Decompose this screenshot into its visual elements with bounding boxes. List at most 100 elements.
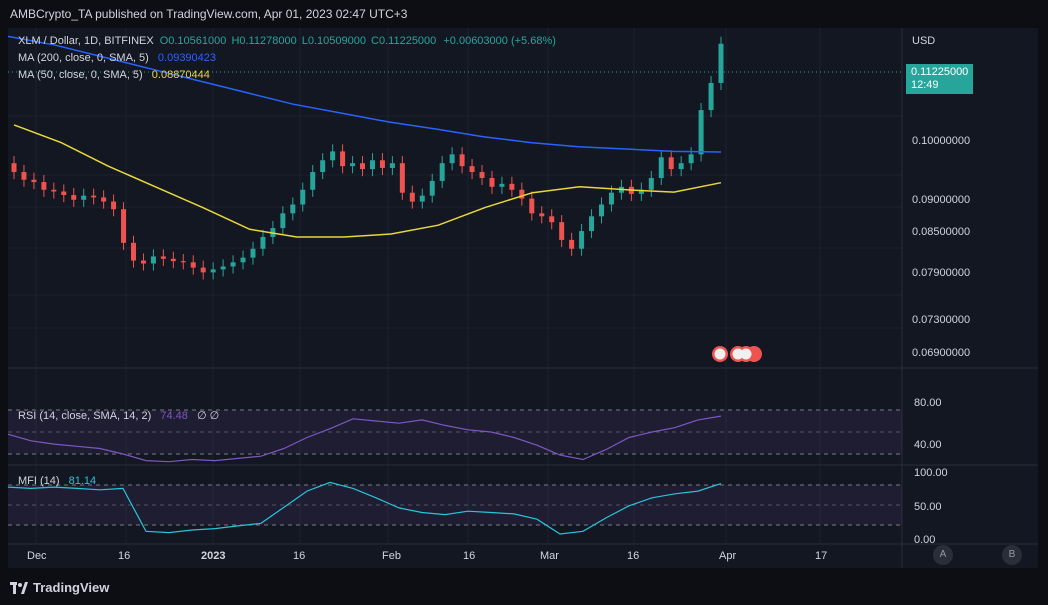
candle-body[interactable] xyxy=(21,172,27,180)
candle-body[interactable] xyxy=(459,154,465,167)
candle-body[interactable] xyxy=(121,209,127,243)
rsi-legend[interactable]: RSI (14, close, SMA, 14, 2) 74.48 ∅ ∅ xyxy=(18,409,225,422)
candle-body[interactable] xyxy=(190,262,196,268)
candle-body[interactable] xyxy=(519,189,525,199)
candle-body[interactable] xyxy=(409,192,415,202)
mfi-line[interactable] xyxy=(7,481,722,535)
candle-body[interactable] xyxy=(140,260,146,264)
mfi-legend[interactable]: MFI (14) 81.14 xyxy=(18,475,102,487)
candle-body[interactable] xyxy=(499,183,505,187)
candle-body[interactable] xyxy=(150,256,156,264)
candle-body[interactable] xyxy=(350,163,356,167)
candle-body[interactable] xyxy=(320,160,326,173)
rsi-legend-label[interactable]: RSI (14, close, SMA, 14, 2) xyxy=(18,410,152,422)
candle-body[interactable] xyxy=(250,248,256,258)
candle-body[interactable] xyxy=(11,163,17,173)
candle-body[interactable] xyxy=(210,269,216,273)
candle-body[interactable] xyxy=(658,157,664,178)
candle-body[interactable] xyxy=(130,242,136,261)
candle-body[interactable] xyxy=(559,222,565,240)
candle-body[interactable] xyxy=(569,239,575,249)
candle-body[interactable] xyxy=(230,262,236,267)
candle-body[interactable] xyxy=(539,213,545,217)
candle-body[interactable] xyxy=(360,163,366,170)
candle-body[interactable] xyxy=(579,231,585,249)
candle-body[interactable] xyxy=(549,216,555,223)
time-tick: 16 xyxy=(627,550,639,562)
candle-body[interactable] xyxy=(200,267,206,273)
event-flags[interactable] xyxy=(712,346,762,362)
candle-body[interactable] xyxy=(81,195,87,200)
candle-body[interactable] xyxy=(41,182,47,190)
candle-body[interactable] xyxy=(439,163,445,181)
candle-body[interactable] xyxy=(589,216,595,232)
ma200-legend-label[interactable]: MA (200, close, 0, SMA, 5) xyxy=(18,52,149,64)
candle-body[interactable] xyxy=(31,179,37,183)
candle-body[interactable] xyxy=(379,160,385,168)
candle-body[interactable] xyxy=(180,261,186,263)
candle-body[interactable] xyxy=(91,195,97,198)
price-chart-svg[interactable]: USD 0.10000000 0.09000000 0.08500000 0.0… xyxy=(7,28,1038,568)
candle-body[interactable] xyxy=(399,163,405,193)
candle-body[interactable] xyxy=(509,183,515,190)
candle-body[interactable] xyxy=(170,258,176,262)
main-legend[interactable]: XLM / Dollar, 1D, BITFINEX O0.10561000 H0… xyxy=(18,35,562,47)
candle-body[interactable] xyxy=(529,198,535,214)
flag-inner xyxy=(732,348,744,360)
candle-body[interactable] xyxy=(668,157,674,170)
candle-body[interactable] xyxy=(260,236,266,249)
us-flag-event-icon[interactable] xyxy=(746,346,762,362)
candle-body[interactable] xyxy=(310,172,316,190)
price-tick: 0.07300000 xyxy=(912,314,970,326)
candle-body[interactable] xyxy=(330,151,336,161)
candle-body[interactable] xyxy=(698,110,704,155)
candle-body[interactable] xyxy=(51,189,57,192)
candle-body[interactable] xyxy=(648,177,654,190)
candle-body[interactable] xyxy=(300,189,306,205)
candle-body[interactable] xyxy=(419,195,425,202)
candle-body[interactable] xyxy=(599,204,605,217)
candle-body[interactable] xyxy=(638,189,644,194)
mfi-tick: 50.00 xyxy=(914,501,942,513)
candle-body[interactable] xyxy=(111,201,117,210)
ma200-line[interactable] xyxy=(7,35,722,153)
candle-body[interactable] xyxy=(429,180,435,196)
candles[interactable] xyxy=(11,36,724,280)
candle-body[interactable] xyxy=(220,266,226,270)
candle-body[interactable] xyxy=(290,204,296,214)
candle-body[interactable] xyxy=(708,82,714,111)
candle-body[interactable] xyxy=(688,154,694,164)
candle-body[interactable] xyxy=(718,43,724,83)
candle-body[interactable] xyxy=(61,191,67,196)
candle-body[interactable] xyxy=(608,192,614,205)
candle-body[interactable] xyxy=(280,213,286,229)
candle-body[interactable] xyxy=(449,154,455,164)
candle-body[interactable] xyxy=(71,195,77,200)
candle-body[interactable] xyxy=(678,163,684,170)
candle-body[interactable] xyxy=(479,172,485,178)
candle-body[interactable] xyxy=(240,257,246,263)
candle-body[interactable] xyxy=(469,166,475,173)
tradingview-logo[interactable]: TradingView xyxy=(10,580,109,595)
chart-area[interactable]: USD 0.10000000 0.09000000 0.08500000 0.0… xyxy=(7,28,1038,568)
candle-body[interactable] xyxy=(369,160,375,170)
candle-body[interactable] xyxy=(389,163,395,168)
grid-lines xyxy=(8,28,902,544)
ma200-legend-value: 0.09390423 xyxy=(157,52,217,64)
ma50-legend[interactable]: MA (50, close, 0, SMA, 5) 0.08870444 xyxy=(18,69,216,81)
last-price-tag: 0.11225000 12:49 xyxy=(906,64,974,94)
mfi-legend-label[interactable]: MFI (14) xyxy=(18,475,60,487)
candle-body[interactable] xyxy=(489,177,495,187)
candle-body[interactable] xyxy=(101,197,107,202)
toggle-b-button[interactable]: B xyxy=(1002,545,1022,565)
ma50-legend-label[interactable]: MA (50, close, 0, SMA, 5) xyxy=(18,69,143,81)
time-tick: Feb xyxy=(382,550,401,562)
candle-body[interactable] xyxy=(160,256,166,259)
ma200-legend[interactable]: MA (200, close, 0, SMA, 5) 0.09390423 xyxy=(18,52,222,64)
rsi-line[interactable] xyxy=(7,415,722,463)
mfi-tick: 100.00 xyxy=(914,467,948,479)
symbol-label[interactable]: XLM / Dollar, 1D, BITFINEX xyxy=(18,35,154,47)
ma50-line[interactable] xyxy=(13,124,722,238)
auto-scale-button[interactable]: A xyxy=(933,545,953,565)
candle-body[interactable] xyxy=(340,151,346,167)
